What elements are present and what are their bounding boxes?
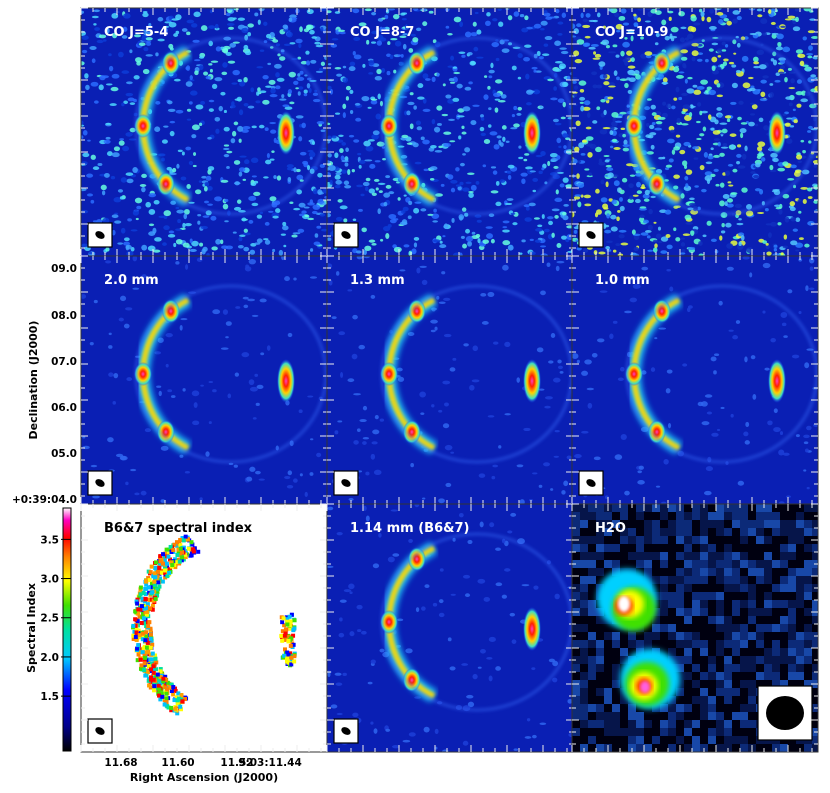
y-tick-label: 07.0: [51, 356, 77, 368]
panel-9: H2O: [571, 503, 819, 753]
colorbar: [62, 507, 72, 752]
panel-label: 1.0 mm: [595, 273, 650, 288]
panel-label: 2.0 mm: [104, 273, 159, 288]
panel-label: CO J=10-9: [595, 25, 668, 40]
panel-label: H2O: [595, 521, 626, 536]
panel-3: CO J=10-9: [571, 7, 819, 257]
panel-label: 1.3 mm: [350, 273, 405, 288]
x-tick-label: 11.52: [220, 757, 253, 769]
y-tick-label: 06.0: [51, 402, 77, 414]
panel-7: B6&7 spectral index: [80, 503, 328, 753]
colorbar-tick-label: 3.5: [40, 534, 59, 546]
panel-5: 1.3 mm: [326, 255, 574, 505]
y-tick-label: 09.0: [51, 263, 77, 275]
colorbar-tick-label: 2.5: [40, 613, 59, 625]
x-tick-label: 11.60: [161, 757, 194, 769]
panel-1: CO J=5-4: [80, 7, 328, 257]
colorbar-tick-label: 1.5: [40, 691, 59, 703]
y-tick-label: 05.0: [51, 448, 77, 460]
x-tick-label: 11.68: [104, 757, 137, 769]
panel-4: 2.0 mm: [80, 255, 328, 505]
x-tick-label: 9:03:11.44: [238, 757, 302, 769]
y-axis-label: Declination (J2000): [27, 321, 40, 440]
y-tick-label: +0:39:04.0: [12, 494, 77, 506]
colorbar-tick-label: 3.0: [40, 574, 59, 586]
x-axis-label: Right Ascension (J2000): [130, 771, 278, 784]
beam-box: [333, 470, 359, 496]
colorbar-label: Spectral Index: [25, 583, 38, 673]
panel-label: B6&7 spectral index: [104, 521, 253, 536]
colorbar-tick-label: 2.0: [40, 652, 59, 664]
panel-label: CO J=5-4: [104, 25, 168, 40]
panel-6: 1.0 mm: [571, 255, 819, 505]
panel-8: 1.14 mm (B6&7): [326, 503, 574, 753]
panel-label: 1.14 mm (B6&7): [350, 521, 469, 536]
y-tick-label: 08.0: [51, 310, 77, 322]
panel-label: CO J=8-7: [350, 25, 414, 40]
panel-2: CO J=8-7: [326, 7, 574, 257]
